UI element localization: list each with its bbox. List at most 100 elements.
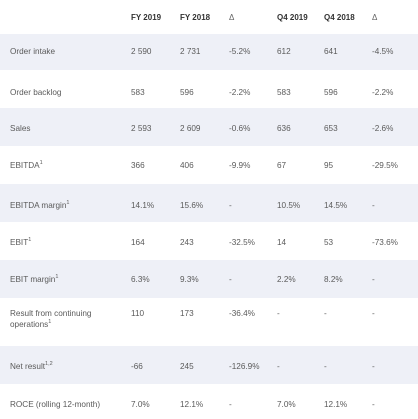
q4-delta-cell: -: [372, 275, 375, 284]
q4-2018-cell: 596: [324, 88, 338, 97]
footnote-marker: 1: [66, 200, 70, 206]
q4-delta-cell: -: [372, 400, 375, 409]
table-row: ROCE (rolling 12-month) 7.0% 12.1% - 7.0% 12.…: [0, 384, 418, 419]
row-label-text: EBIT: [10, 238, 29, 247]
fy-delta-cell: -9.9%: [229, 161, 251, 170]
q4-delta-cell: -73.6%: [372, 238, 398, 247]
q4-2019-cell: 612: [277, 47, 291, 56]
fy-2018-cell: 596: [180, 88, 194, 97]
table-row: Order backlog 583 596 -2.2% 583 596 -2.2%: [0, 70, 418, 108]
row-label: Order intake: [10, 46, 55, 57]
q4-2018-cell: 653: [324, 124, 338, 133]
fy-2019-cell: 14.1%: [131, 201, 155, 210]
q4-2018-cell: 53: [324, 238, 334, 247]
fy-delta-cell: -32.5%: [229, 238, 255, 247]
table-row: EBITDA1 366 406 -9.9% 67 95 -29.5%: [0, 146, 418, 184]
row-label-text: Order intake: [10, 47, 56, 56]
q4-2019-cell: 2.2%: [277, 275, 296, 284]
row-label: EBIT1: [10, 237, 31, 248]
q4-2019-cell: 7.0%: [277, 400, 296, 409]
fy-2018-cell: 173: [180, 309, 194, 318]
fy-2019-cell: 583: [131, 88, 145, 97]
fy-delta-cell: -126.9%: [229, 362, 260, 371]
table-row: Result from continuing operations1 110 173…: [0, 298, 418, 346]
row-label: EBITDA margin1: [10, 200, 69, 211]
q4-2018-cell: -: [324, 309, 327, 318]
fy-delta-cell: -: [229, 275, 232, 284]
fy-2019-cell: 110: [131, 309, 145, 318]
fy-2019-cell: 2 590: [131, 47, 152, 56]
q4-delta-cell: -2.6%: [372, 124, 394, 133]
q4-2018-cell: 641: [324, 47, 338, 56]
fy-2018-cell: 245: [180, 362, 194, 371]
table-row: Order intake 2 590 2 731 -5.2% 612 641 -4.5%: [0, 34, 418, 70]
row-label-text: ROCE (rolling 12-month): [10, 400, 101, 409]
q4-2018-cell: 14.5%: [324, 201, 348, 210]
row-label-text: EBITDA margin: [10, 201, 67, 210]
fy-delta-cell: -: [229, 201, 232, 210]
table-row: EBITDA margin1 14.1% 15.6% - 10.5% 14.5% -: [0, 184, 418, 222]
row-label-text: Net result: [10, 362, 46, 371]
q4-2018-cell: -: [324, 362, 327, 371]
fy-2019-cell: 6.3%: [131, 275, 150, 284]
header-fy-2019: FY 2019: [131, 13, 162, 22]
footnote-marker: 1: [48, 319, 52, 325]
fy-2019-cell: 2 593: [131, 124, 152, 133]
table-row: EBIT1 164 243 -32.5% 14 53 -73.6%: [0, 222, 418, 260]
header-q4-delta: Δ: [372, 13, 378, 22]
fy-delta-cell: -0.6%: [229, 124, 251, 133]
q4-2019-cell: 10.5%: [277, 201, 301, 210]
q4-2018-cell: 12.1%: [324, 400, 348, 409]
row-label-text: EBITDA: [10, 161, 40, 170]
fy-delta-cell: -5.2%: [229, 47, 251, 56]
row-label: EBITDA1: [10, 160, 43, 171]
row-label: Sales: [10, 123, 30, 134]
fy-2018-cell: 12.1%: [180, 400, 204, 409]
header-q4-2018: Q4 2018: [324, 13, 355, 22]
footnote-marker: 1: [39, 160, 43, 166]
fy-delta-cell: -: [229, 400, 232, 409]
q4-delta-cell: -4.5%: [372, 47, 394, 56]
fy-2019-cell: 7.0%: [131, 400, 150, 409]
fy-2018-cell: 9.3%: [180, 275, 199, 284]
table-header-row: FY 2019 FY 2018 Δ Q4 2019 Q4 2018 Δ: [0, 0, 418, 34]
q4-2019-cell: -: [277, 362, 280, 371]
fy-2018-cell: 406: [180, 161, 194, 170]
row-label: ROCE (rolling 12-month): [10, 399, 100, 410]
q4-2019-cell: 67: [277, 161, 287, 170]
q4-delta-cell: -2.2%: [372, 88, 394, 97]
q4-2018-cell: 95: [324, 161, 334, 170]
q4-delta-cell: -: [372, 362, 375, 371]
fy-2018-cell: 2 609: [180, 124, 201, 133]
q4-delta-cell: -: [372, 201, 375, 210]
fy-2019-cell: -66: [131, 362, 143, 371]
fy-delta-cell: -36.4%: [229, 309, 255, 318]
fy-2018-cell: 2 731: [180, 47, 201, 56]
table-row: Sales 2 593 2 609 -0.6% 636 653 -2.6%: [0, 108, 418, 146]
q4-2019-cell: 636: [277, 124, 291, 133]
q4-delta-cell: -29.5%: [372, 161, 398, 170]
fy-2019-cell: 366: [131, 161, 145, 170]
table-row: EBIT margin1 6.3% 9.3% - 2.2% 8.2% -: [0, 260, 418, 298]
row-label: Result from continuing operations1: [10, 308, 120, 330]
table-row: Net result1,2 -66 245 -126.9% - - -: [0, 346, 418, 384]
fy-2018-cell: 15.6%: [180, 201, 204, 210]
row-label-text: Sales: [10, 124, 31, 133]
row-label: EBIT margin1: [10, 274, 58, 285]
fy-2019-cell: 164: [131, 238, 145, 247]
fy-delta-cell: -2.2%: [229, 88, 251, 97]
footnote-marker: 1,2: [45, 361, 53, 367]
header-q4-2019: Q4 2019: [277, 13, 308, 22]
row-label: Order backlog: [10, 87, 61, 98]
q4-2018-cell: 8.2%: [324, 275, 343, 284]
q4-delta-cell: -: [372, 309, 375, 318]
q4-2019-cell: 583: [277, 88, 291, 97]
row-label-text: EBIT margin: [10, 275, 56, 284]
row-label-text: Order backlog: [10, 88, 62, 97]
q4-2019-cell: 14: [277, 238, 287, 247]
header-fy-delta: Δ: [229, 13, 235, 22]
row-label: Net result1,2: [10, 361, 53, 372]
footnote-marker: 1: [55, 274, 59, 280]
footnote-marker: 1: [28, 237, 32, 243]
